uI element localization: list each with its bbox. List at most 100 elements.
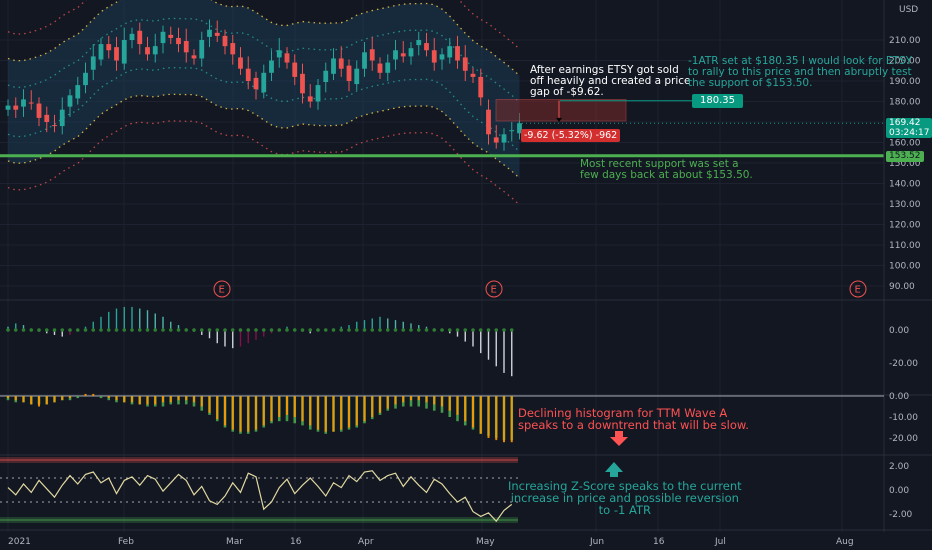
ttm-tick-label: -20.00 (889, 434, 918, 444)
price-tick-label: 90.00 (889, 282, 915, 292)
squeeze-dot (471, 328, 475, 332)
squeeze-dot (401, 328, 406, 332)
candle-body (230, 43, 236, 55)
squeeze-dot (168, 328, 173, 332)
candle-body (44, 114, 50, 122)
squeeze-dot (130, 328, 134, 332)
candle-body (276, 50, 282, 58)
squeeze-dot (137, 328, 142, 332)
currency-label: USD (899, 5, 918, 15)
x-tick-label: Apr (358, 537, 374, 547)
squeeze-dot (37, 328, 41, 332)
squeeze-dot (207, 328, 212, 332)
candle-body (168, 34, 174, 38)
down-arrow-stem (615, 431, 623, 437)
x-tick-label: Jul (714, 537, 726, 547)
zscore-note: Increasing Z-Score speaks to the current… (508, 479, 742, 517)
candle-body (470, 73, 476, 77)
x-tick-label: 2021 (8, 537, 31, 547)
candle-body (238, 57, 243, 69)
x-tick-label: 16 (290, 537, 302, 547)
ttm-tick-label: 0.00 (889, 392, 909, 402)
down-arrow-head (610, 437, 628, 446)
candle-body (207, 29, 212, 37)
squeeze-dot (13, 328, 18, 332)
candle-body (261, 72, 267, 93)
candle-body (493, 137, 499, 143)
candle-body (416, 40, 422, 46)
x-tick-label: Feb (118, 537, 134, 547)
candle-body (501, 134, 507, 143)
candle-body (59, 109, 65, 127)
squeeze-dot (122, 328, 127, 332)
candle-body (253, 77, 259, 90)
squeeze-dot (455, 328, 460, 332)
squeeze-dot (52, 328, 57, 332)
candle-body (486, 109, 491, 135)
candle-body (214, 32, 220, 36)
x-tick-label: Jun (589, 537, 604, 547)
squeeze-dot (6, 328, 10, 332)
candle-body (21, 99, 26, 107)
squeeze-dot (161, 328, 165, 332)
squeeze-dot (432, 328, 437, 332)
candle-body (52, 125, 57, 127)
candle-body (400, 53, 406, 57)
squeeze-dot (91, 328, 96, 332)
zscore-tick-label: -2.00 (889, 510, 913, 520)
squeeze-dot (238, 328, 243, 332)
earnings-marker (485, 280, 503, 298)
squeeze-dot (75, 328, 80, 332)
squeeze-dot (502, 328, 506, 332)
squeeze-dot (106, 328, 111, 332)
squeeze-dot (176, 328, 181, 332)
up-arrow-head (605, 462, 623, 472)
squeeze-dot (215, 328, 220, 332)
candle-body (462, 57, 468, 71)
squeeze-dot (362, 328, 367, 332)
squeeze-dot (285, 328, 289, 332)
candle-body (90, 56, 96, 70)
zscore-tick-label: 0.00 (889, 486, 909, 496)
candle-body (98, 44, 104, 60)
squeeze-dot (21, 328, 26, 332)
countdown: 03:24:17 (889, 128, 930, 138)
price-tick-label: 150.00 (889, 159, 921, 169)
squeeze-dot (261, 328, 266, 332)
candle-body (338, 58, 344, 69)
candle-body (176, 37, 181, 45)
price-tick-label: 210.00 (889, 36, 921, 46)
earnings-marker-label: E (219, 285, 225, 296)
atr-note: -1ATR set at $180.35 I would look for ET… (688, 55, 913, 89)
candle-body (439, 54, 445, 60)
candle-body (28, 102, 34, 104)
candle-body (292, 62, 298, 77)
squeeze-dot (347, 328, 351, 332)
squeeze-dot (68, 328, 72, 332)
x-tick-label: 16 (653, 537, 665, 547)
squeeze-dot (153, 328, 158, 332)
candle-body (106, 44, 112, 51)
candle-body (455, 46, 460, 61)
candle-body (75, 85, 81, 99)
candle-body (5, 105, 11, 110)
atr-price-tag[interactable]: 180.35 (692, 94, 743, 108)
squeeze-dot (339, 328, 344, 332)
candle-body (13, 105, 19, 110)
squeeze-dot (199, 328, 204, 332)
squeeze-dot (308, 328, 313, 332)
squeeze-dot (83, 328, 88, 332)
squeeze-dot (254, 328, 258, 332)
squeeze-dot (114, 328, 119, 332)
candle-body (408, 48, 414, 57)
x-tick-label: Mar (226, 537, 243, 547)
candle-body (354, 68, 360, 85)
price-tick-label: 200.00 (889, 57, 921, 67)
squeeze-dot (316, 328, 320, 332)
candle-body (323, 70, 329, 83)
candle-body (517, 123, 522, 134)
candle-body (393, 50, 398, 60)
candle-body (300, 73, 305, 94)
